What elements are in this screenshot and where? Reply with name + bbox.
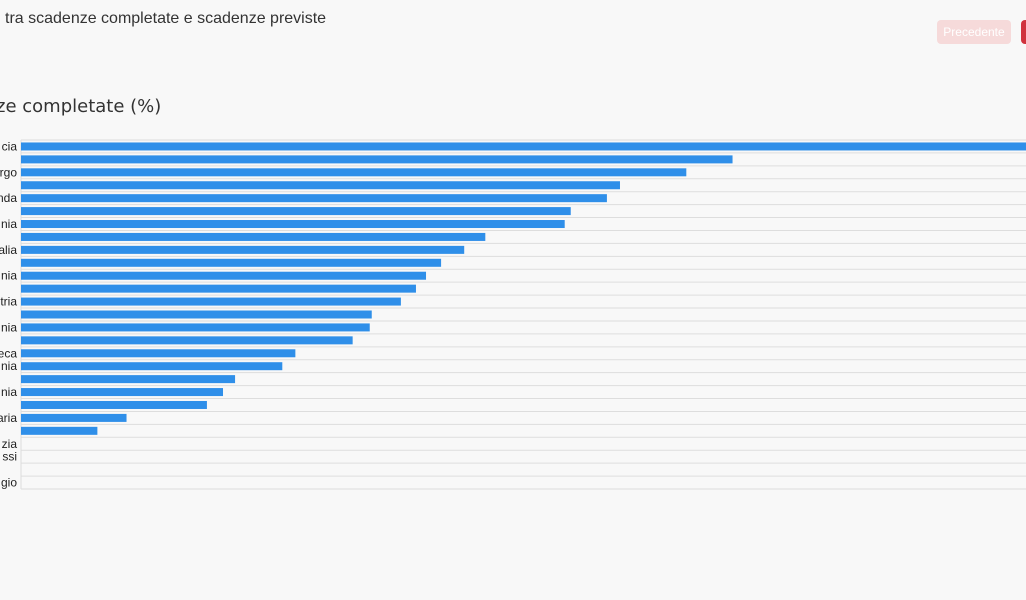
bar bbox=[21, 323, 370, 332]
category-label: nda bbox=[0, 191, 17, 205]
bar bbox=[21, 245, 465, 254]
bar bbox=[21, 220, 565, 229]
category-label: nia bbox=[1, 359, 17, 373]
bar bbox=[21, 271, 427, 280]
category-label: eca bbox=[0, 346, 17, 360]
previous-button[interactable]: Precedente bbox=[937, 20, 1011, 44]
bar bbox=[21, 297, 401, 306]
next-button[interactable] bbox=[1021, 20, 1026, 44]
bar bbox=[21, 336, 353, 345]
bar bbox=[21, 400, 207, 409]
bar bbox=[21, 388, 224, 397]
bar bbox=[21, 258, 442, 267]
bar bbox=[21, 413, 127, 422]
category-label: zia bbox=[2, 437, 18, 451]
category-label: cia bbox=[2, 139, 18, 153]
category-label: nia bbox=[1, 217, 17, 231]
category-label: tria bbox=[0, 295, 17, 309]
bar bbox=[21, 426, 98, 435]
bar bbox=[21, 284, 416, 293]
category-label: nia bbox=[1, 385, 17, 399]
category-label: nia bbox=[1, 269, 17, 283]
bar bbox=[21, 207, 571, 216]
bar bbox=[21, 194, 607, 203]
chart-title: ze completate (%) bbox=[0, 96, 162, 117]
bar bbox=[21, 375, 236, 384]
bar bbox=[21, 155, 733, 164]
category-label: rgo bbox=[0, 165, 17, 179]
category-label: aria bbox=[0, 411, 17, 425]
bar bbox=[21, 142, 1026, 151]
bar bbox=[21, 232, 486, 241]
category-label: alia bbox=[0, 243, 17, 257]
bar bbox=[21, 310, 372, 319]
bar bbox=[21, 168, 687, 177]
category-label: nia bbox=[1, 320, 17, 334]
bar bbox=[21, 181, 620, 190]
bar bbox=[21, 362, 283, 371]
bar bbox=[21, 349, 296, 358]
category-label: ssi bbox=[2, 450, 17, 464]
category-label: gio bbox=[1, 476, 17, 490]
chart-subtitle: tra scadenze completate e scadenze previ… bbox=[5, 10, 327, 27]
